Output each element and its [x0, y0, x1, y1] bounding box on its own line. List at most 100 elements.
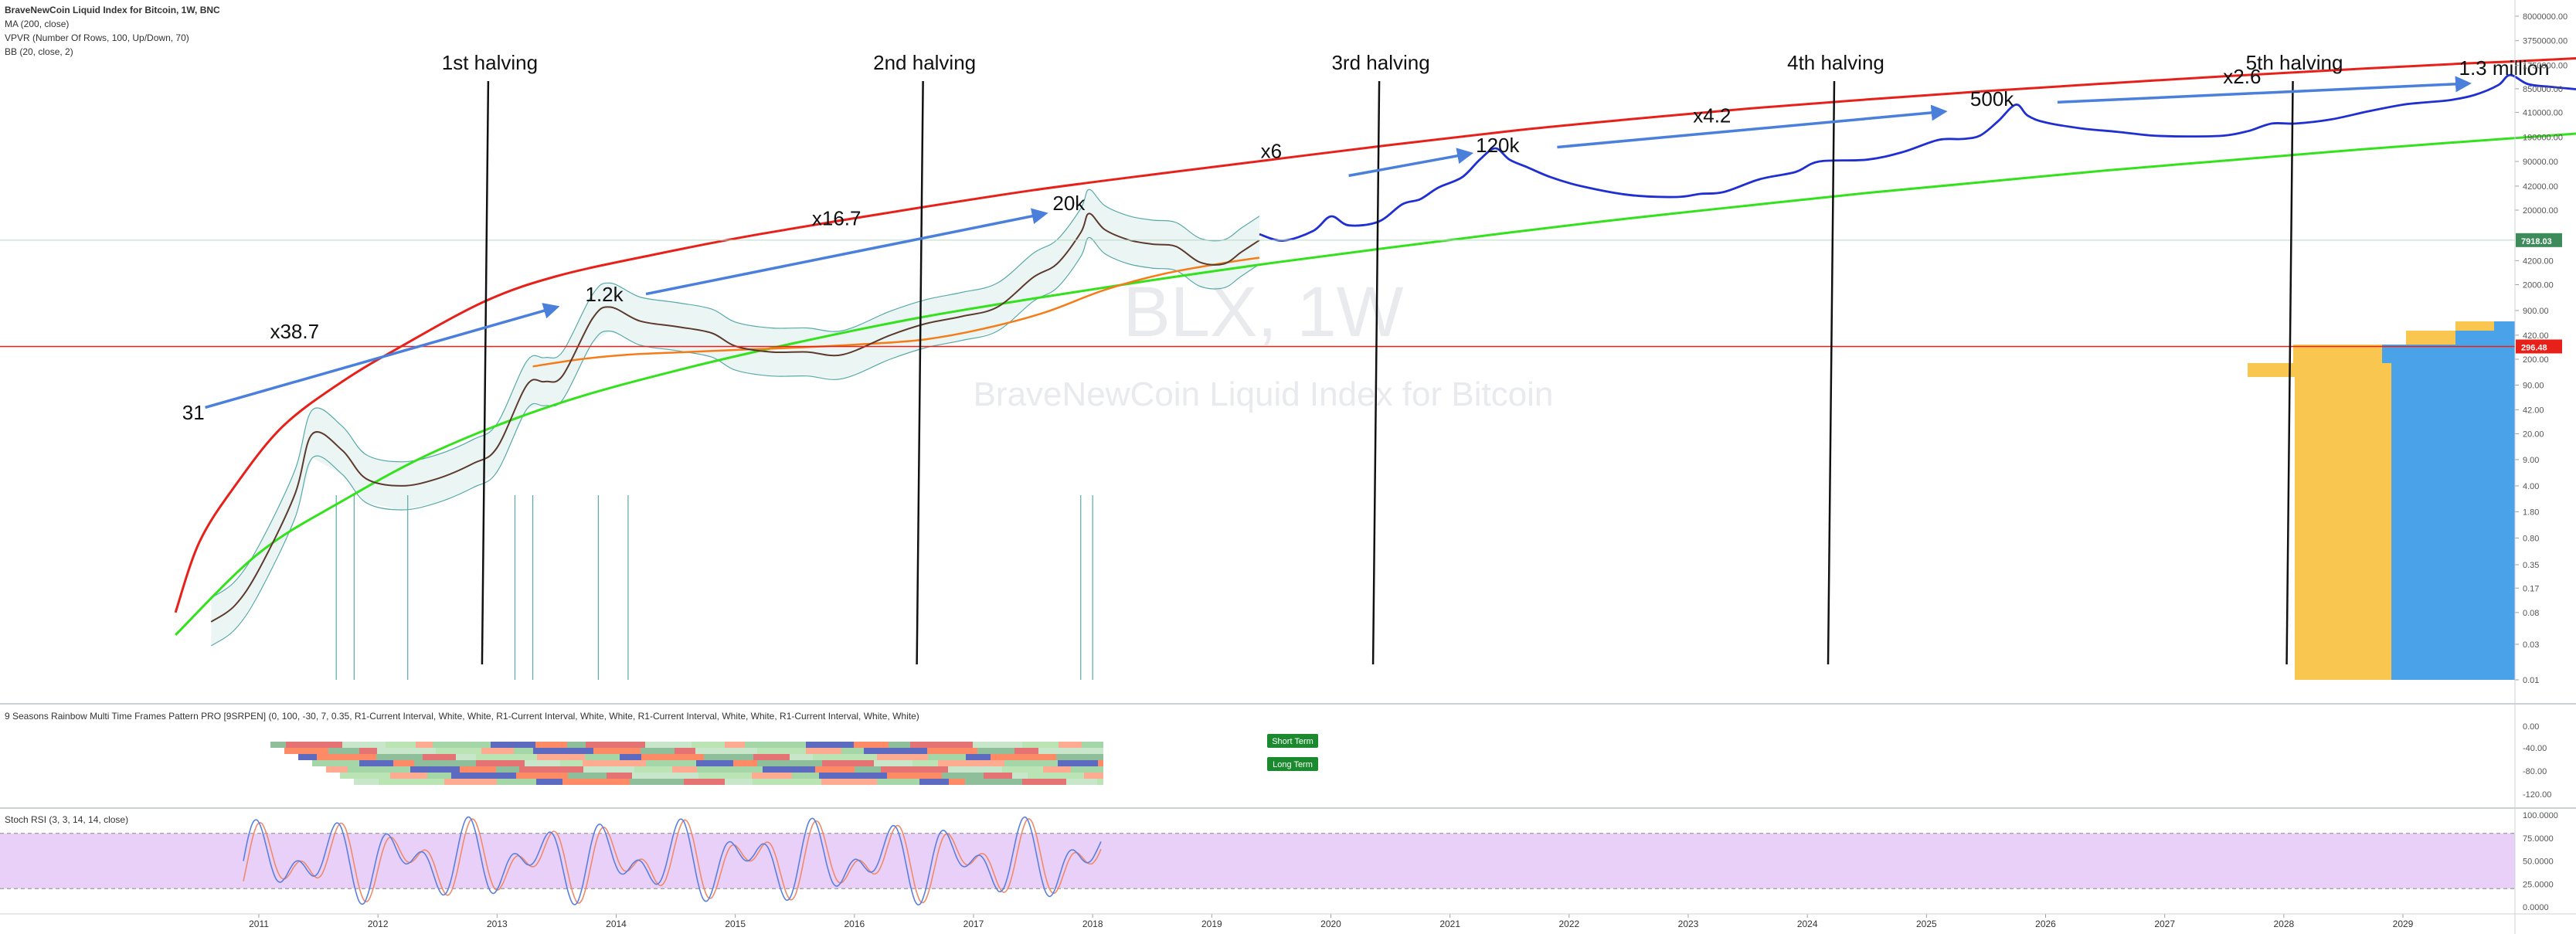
- time-tick-label: 2017: [963, 919, 984, 929]
- rainbow-cell: [815, 766, 855, 773]
- time-tick-label: 2013: [487, 919, 508, 929]
- rainbow-cell: [854, 742, 889, 748]
- rainbow-cell: [697, 766, 763, 773]
- price-tick-label: 200.00: [2523, 355, 2549, 365]
- rainbow-cell: [444, 779, 497, 785]
- rainbow-cell: [326, 766, 348, 773]
- price-tick-label: 420.00: [2523, 331, 2549, 341]
- vpvr-bar-up: [2248, 363, 2391, 377]
- rainbow-cell: [533, 748, 593, 754]
- rainbow-tick-label: 0.00: [2523, 722, 2539, 732]
- time-tick-label: 2029: [2393, 919, 2414, 929]
- rainbow-cell: [927, 748, 977, 754]
- current-price-badge: [2516, 233, 2562, 247]
- rainbow-cell: [476, 760, 525, 766]
- watermark: BLX, 1W BraveNewCoin Liquid Index for Bi…: [974, 273, 1554, 413]
- price-tick-label: 3750000.00: [2523, 37, 2568, 46]
- price-tick-label: 4.00: [2523, 482, 2539, 491]
- rainbow-cell: [672, 766, 697, 773]
- rainbow-cell: [410, 766, 460, 773]
- halving-label: 5th halving: [2246, 51, 2343, 74]
- time-tick-label: 2016: [844, 919, 865, 929]
- price-tick-label: 0.08: [2523, 609, 2539, 618]
- price-tick-label: 42000.00: [2523, 182, 2558, 192]
- rainbow-cell: [819, 773, 887, 779]
- rainbow-cell: [359, 760, 393, 766]
- rainbow-title: 9 Seasons Rainbow Multi Time Frames Patt…: [5, 711, 919, 722]
- growth-arrow: [205, 303, 560, 409]
- rainbow-cell: [949, 779, 965, 785]
- rainbow-cell: [692, 742, 725, 748]
- rainbow-cell: [607, 773, 632, 779]
- rainbow-cell: [757, 748, 806, 754]
- rainbow-cell: [1097, 779, 1103, 785]
- rainbow-cell: [887, 773, 942, 779]
- stoch-k-line: [243, 816, 1102, 906]
- price-history-line: [210, 212, 1260, 623]
- rainbow-cell: [973, 742, 1022, 748]
- rainbow-cell: [270, 742, 286, 748]
- annotation-label: x6: [1261, 140, 1282, 163]
- time-tick-label: 2018: [1082, 919, 1103, 929]
- halving-label: 3rd halving: [1331, 51, 1429, 74]
- time-tick-label: 2027: [2154, 919, 2175, 929]
- rainbow-cell: [348, 766, 410, 773]
- rainbow-cell: [745, 742, 806, 748]
- annotation-label: 20k: [1052, 192, 1086, 215]
- annotation-label: x4.2: [1693, 104, 1731, 127]
- rainbow-cell: [354, 779, 379, 785]
- rainbow-cell: [433, 742, 491, 748]
- ma-200-line: [532, 256, 1260, 368]
- time-tick-label: 2021: [1439, 919, 1460, 929]
- rainbow-cell: [312, 760, 359, 766]
- rainbow-cell: [874, 760, 912, 766]
- rainbow-cell: [645, 742, 692, 748]
- rainbow-tick-label: -80.00: [2523, 767, 2547, 776]
- time-tick-label: 2023: [1678, 919, 1699, 929]
- price-tick-label: 0.80: [2523, 534, 2539, 543]
- rainbow-cell: [977, 748, 1014, 754]
- rainbow-cell: [928, 754, 966, 760]
- price-tick-label: 190000.00: [2523, 134, 2563, 143]
- rainbow-cell: [698, 773, 752, 779]
- rainbow-cell: [416, 742, 433, 748]
- rainbow-cell: [646, 760, 696, 766]
- stoch-tick-label: 100.0000: [2523, 811, 2558, 820]
- red-price-label: 296.48: [2521, 343, 2547, 352]
- rainbow-cell: [919, 779, 949, 785]
- price-tick-label: 0.01: [2523, 676, 2539, 685]
- rainbow-cell: [889, 742, 910, 748]
- rainbow-cell: [340, 773, 390, 779]
- rainbow-cell: [806, 748, 841, 754]
- bollinger-bands: [210, 188, 1260, 680]
- rainbow-cell: [436, 748, 481, 754]
- legend-vpvr: VPVR (Number Of Rows, 100, Up/Down, 70): [5, 32, 189, 43]
- rainbow-cell: [423, 754, 456, 760]
- rainbow-cell: [1056, 754, 1103, 760]
- stoch-tick-label: 75.0000: [2523, 834, 2554, 844]
- time-tick-label: 2014: [606, 919, 627, 929]
- projection-line: [1259, 73, 2576, 242]
- price-tick-label: 4200.00: [2523, 256, 2554, 266]
- price-tick-label: 8000000.00: [2523, 12, 2568, 22]
- rainbow-cell: [864, 748, 927, 754]
- rainbow-cell: [562, 779, 630, 785]
- rainbow-cell: [359, 748, 377, 754]
- halving-label: 2nd halving: [873, 51, 976, 74]
- rainbow-cell: [634, 766, 672, 773]
- vpvr-bar-down: [2382, 345, 2515, 363]
- rainbow-cell: [855, 766, 881, 773]
- price-tick-label: 20000.00: [2523, 206, 2558, 216]
- stoch-tick-label: 50.0000: [2523, 858, 2554, 867]
- time-tick-label: 2019: [1201, 919, 1222, 929]
- price-tick-label: 850000.00: [2523, 85, 2563, 94]
- time-tick-label: 2028: [2273, 919, 2294, 929]
- rainbow-cell: [763, 766, 815, 773]
- halving-label: 1st halving: [442, 51, 538, 74]
- rainbow-cell: [790, 754, 813, 760]
- price-tick-label: 20.00: [2523, 430, 2544, 439]
- rainbow-cell: [497, 779, 536, 785]
- rainbow-cell: [877, 779, 919, 785]
- rainbow-cell: [942, 773, 984, 779]
- annotation-label: 1.3 million: [2459, 56, 2550, 80]
